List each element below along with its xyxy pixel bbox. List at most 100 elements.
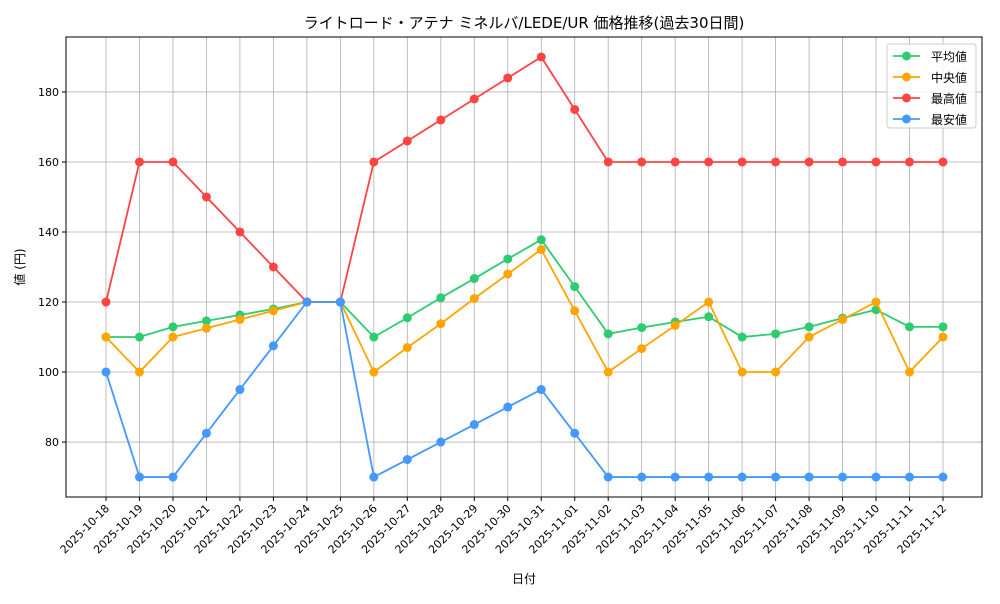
data-point [335, 297, 345, 307]
data-point [436, 319, 446, 329]
data-point [235, 227, 245, 237]
grid [66, 37, 982, 497]
data-point [771, 157, 781, 167]
data-point [905, 367, 915, 377]
data-point [536, 244, 546, 254]
data-point [134, 367, 144, 377]
legend-marker [902, 93, 911, 103]
data-point [268, 262, 278, 272]
data-point [704, 472, 714, 482]
data-point [737, 367, 747, 377]
data-point [637, 157, 647, 167]
data-point [704, 297, 714, 307]
y-axis-label: 値 (円) [12, 248, 27, 285]
data-point [134, 332, 144, 342]
data-point [503, 254, 513, 264]
data-point [168, 472, 178, 482]
legend-label: 最安値 [931, 112, 967, 127]
data-point [637, 472, 647, 482]
data-point [168, 157, 178, 167]
data-point [469, 294, 479, 304]
series-line [105, 248, 944, 374]
data-point [369, 157, 379, 167]
data-point [570, 104, 580, 114]
legend-marker [902, 114, 911, 124]
chart-title: ライトロード・アテナ ミネルバ/LEDE/UR 価格推移(過去30日間) [304, 14, 745, 32]
data-point [871, 472, 881, 482]
y-tick-label: 140 [38, 226, 59, 239]
data-point [268, 306, 278, 316]
series-line [106, 238, 943, 339]
data-point [469, 274, 479, 284]
data-point [134, 157, 144, 167]
data-point [436, 293, 446, 303]
data-point [838, 315, 848, 325]
series-line [105, 301, 943, 479]
data-point [670, 472, 680, 482]
data-point [838, 157, 848, 167]
data-point [168, 332, 178, 342]
data-point [168, 322, 178, 332]
series-3 [101, 297, 948, 482]
data-point [905, 157, 915, 167]
data-point [637, 344, 647, 354]
data-point [670, 157, 680, 167]
data-point [871, 157, 881, 167]
legend-label: 中央値 [931, 70, 967, 85]
legend-label: 最高値 [931, 91, 967, 106]
data-point [737, 472, 747, 482]
legend-marker [902, 51, 911, 61]
axes: 2025-10-182025-10-192025-10-202025-10-21… [38, 86, 949, 556]
series-group [101, 52, 948, 482]
data-point [503, 73, 513, 83]
plot-frame [65, 36, 983, 498]
data-point [771, 472, 781, 482]
y-tick-label: 100 [38, 366, 59, 379]
data-point [469, 94, 479, 104]
data-point [704, 157, 714, 167]
data-point [670, 320, 680, 330]
data-point [804, 472, 814, 482]
data-point [603, 329, 613, 339]
data-point [402, 343, 412, 353]
series-1 [101, 244, 948, 377]
legend-box [886, 43, 977, 129]
data-point [737, 157, 747, 167]
data-point [905, 322, 915, 332]
data-point [101, 332, 111, 342]
legend-marker [902, 72, 911, 82]
series-2 [101, 52, 948, 307]
data-point [369, 472, 379, 482]
data-point [402, 136, 412, 146]
x-axis-label: 日付 [512, 572, 536, 586]
data-point [101, 297, 111, 307]
data-point [938, 332, 948, 342]
data-point [603, 472, 613, 482]
data-point [436, 115, 446, 125]
data-point [771, 329, 781, 339]
y-tick-label: 120 [38, 296, 59, 309]
data-point [570, 306, 580, 316]
data-point [737, 332, 747, 342]
data-point [871, 297, 881, 307]
y-tick-label: 160 [38, 156, 59, 169]
data-point [201, 316, 211, 326]
data-point [905, 472, 915, 482]
data-point [201, 428, 211, 438]
data-point [235, 315, 245, 325]
data-point [201, 192, 211, 202]
data-point [536, 385, 546, 395]
data-point [603, 157, 613, 167]
series-line [105, 55, 943, 303]
data-point [503, 269, 513, 279]
y-tick-label: 180 [38, 86, 59, 99]
y-tick-label: 80 [45, 436, 59, 449]
data-point [268, 341, 278, 351]
data-point [503, 402, 513, 412]
data-point [536, 235, 546, 245]
data-point [938, 157, 948, 167]
data-point [838, 472, 848, 482]
legend-label: 平均値 [931, 49, 967, 64]
